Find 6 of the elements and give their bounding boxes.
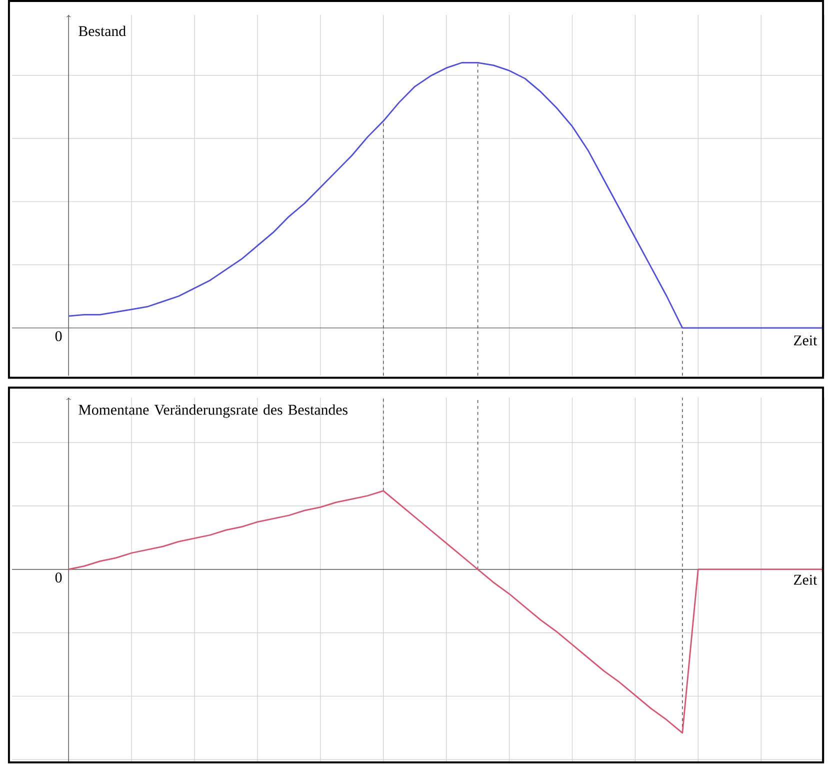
y-axis-title: Momentane Veränderungsrate des Bestandes <box>78 404 348 418</box>
y-axis-title: Bestand <box>78 26 126 36</box>
x-axis-title: Zeit <box>794 575 818 586</box>
annotation: 0 <box>55 572 62 583</box>
x-axis-title: Zeit <box>794 336 818 346</box>
text: 0 <box>55 331 62 342</box>
